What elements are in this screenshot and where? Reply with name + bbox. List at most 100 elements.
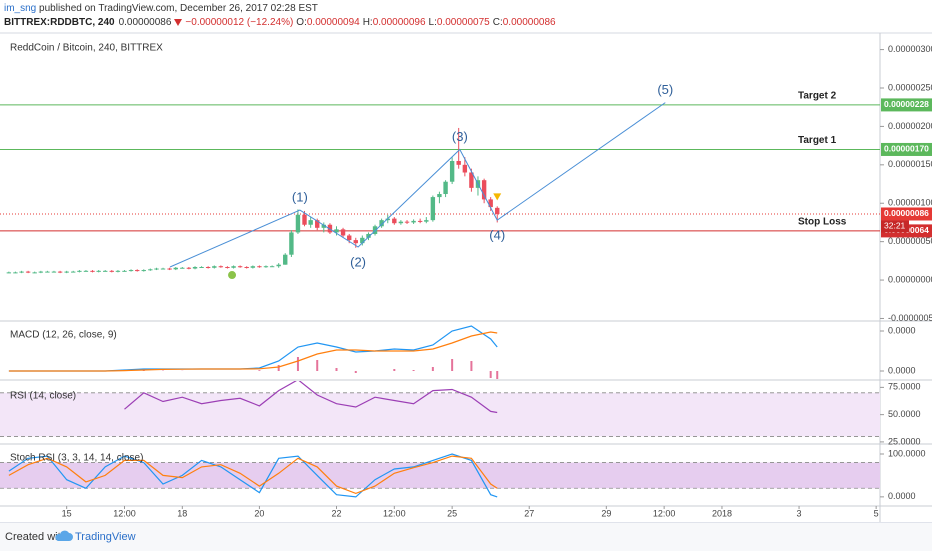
candle-body (193, 267, 197, 269)
y-tick-label: 0.0000 (888, 325, 916, 335)
histogram-bar (278, 365, 280, 371)
candle-body (450, 161, 454, 182)
candle-body (289, 232, 293, 254)
x-tick-label: 20 (254, 508, 264, 518)
candle-body (302, 215, 306, 225)
candle-body (174, 268, 178, 270)
candle-body (283, 255, 287, 265)
candle-body (264, 266, 268, 267)
candle-body (219, 266, 223, 267)
candle-body (347, 235, 351, 240)
candle-body (96, 271, 100, 272)
price-badge-label: 0.00000170 (884, 144, 929, 154)
candle-body (424, 220, 428, 222)
candle-body (64, 272, 68, 273)
histogram-bar (297, 357, 299, 371)
candle-body (110, 271, 114, 272)
candle-body (103, 271, 107, 272)
candle-body (308, 220, 312, 225)
y-tick-label: 0.00000250 (888, 82, 932, 92)
candle-body (463, 165, 467, 173)
marker (228, 271, 236, 279)
candle-body (58, 272, 62, 273)
histogram-bar (432, 367, 434, 371)
candle-body (39, 272, 43, 273)
level-name: Target 2 (798, 91, 837, 102)
histogram-bar (413, 370, 415, 371)
histogram-bar (451, 359, 453, 371)
candle-body (482, 180, 486, 199)
candle-body (276, 265, 280, 267)
candle-body (270, 266, 274, 267)
y-tick-label: 0.00000000 (888, 274, 932, 284)
histogram-bar (335, 368, 337, 371)
y-tick-label: 75.0000 (888, 382, 921, 392)
candle-body (142, 270, 146, 271)
band-fill (0, 393, 880, 437)
candle-body (19, 272, 23, 273)
candle-body (431, 197, 435, 220)
x-tick-label: 22 (331, 508, 341, 518)
y-tick-label: 0.00000050 (888, 236, 932, 246)
candle-body (251, 266, 255, 268)
candle-body (71, 272, 75, 273)
candle-body (32, 272, 36, 273)
candle-body (392, 219, 396, 224)
candle-body (418, 221, 422, 222)
wave-label: (3) (452, 129, 468, 144)
histogram-bar (355, 371, 357, 373)
candle-body (84, 271, 88, 272)
price-badge-label: 0.00000228 (884, 99, 929, 109)
candle-body (135, 270, 139, 271)
histogram-bar (470, 361, 472, 371)
candle-body (225, 267, 229, 268)
candle-body (161, 269, 165, 270)
candle-body (231, 266, 235, 268)
histogram-bar (393, 369, 395, 371)
candle-body (26, 272, 30, 273)
candle-body (187, 268, 191, 269)
x-tick-label: 12:00 (113, 508, 136, 518)
candle-body (437, 194, 441, 197)
x-tick-label: 15 (62, 508, 72, 518)
wave-label: (4) (489, 228, 505, 243)
candle-body (212, 266, 216, 268)
candle-body (154, 269, 158, 270)
candle-body (167, 269, 171, 270)
brand[interactable]: TradingView (75, 531, 136, 543)
candle-body (129, 270, 133, 271)
candle-body (7, 272, 11, 273)
y-tick-label: 0.00000200 (888, 121, 932, 131)
wave-label: (1) (292, 190, 308, 205)
band-fill (0, 463, 880, 489)
candle-body (122, 271, 126, 272)
candle-body (354, 240, 358, 243)
histogram-bar (490, 371, 492, 378)
y-tick-label: 0.0000 (888, 491, 916, 501)
x-tick-label: 5 (874, 508, 879, 518)
x-tick-label: 27 (524, 508, 534, 518)
histogram-bar (258, 370, 260, 371)
countdown: 32:21 (884, 221, 906, 231)
candle-body (257, 266, 261, 267)
candle-body (238, 266, 242, 267)
footer: Created with TradingView (0, 522, 932, 551)
pane-title: Stoch RSI (3, 3, 14, 14, close) (10, 453, 143, 464)
candle-body (341, 229, 345, 235)
candle-body (77, 271, 81, 272)
level-name: Stop Loss (798, 217, 847, 228)
candle-body (495, 208, 499, 214)
y-tick-label: 50.0000 (888, 409, 921, 419)
y-tick-label: 0.00000100 (888, 198, 932, 208)
logo (55, 530, 73, 542)
pane-title: ReddCoin / Bitcoin, 240, BITTREX (10, 43, 163, 54)
candle-body (180, 268, 184, 269)
candle-body (52, 272, 56, 273)
y-tick-label: 0.0000 (888, 365, 916, 375)
candle-body (411, 221, 415, 223)
candle-body (206, 267, 210, 268)
level-name: Target 1 (798, 135, 837, 146)
y-tick-label: 0.00000150 (888, 159, 932, 169)
